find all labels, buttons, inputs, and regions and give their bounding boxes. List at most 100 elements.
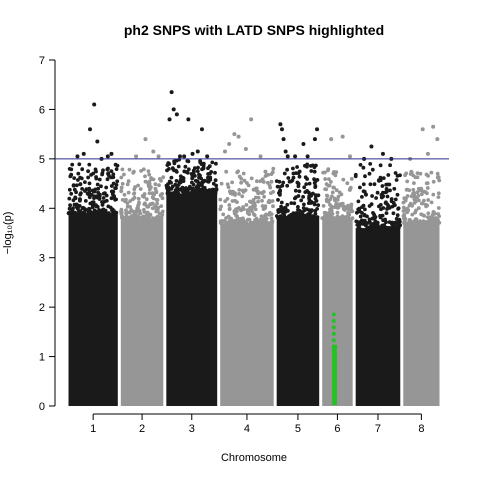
snp-point [114,198,118,202]
snp-point [309,169,313,173]
snp-point [147,169,151,173]
snp-point [381,184,385,188]
snp-point [110,196,114,200]
points-layer [67,158,442,406]
snp-point [115,179,119,183]
highlighted-snp-point [332,313,336,317]
snp-point [358,226,362,230]
snp-point [132,216,136,220]
snp-point [331,191,335,195]
snp-point [252,198,256,202]
snp-point [362,182,366,186]
y-tick-label: 3 [39,253,45,265]
snp-point [331,212,335,216]
snp-point [386,195,390,199]
snp-point [368,172,372,176]
snp-point [78,193,82,197]
highlighted-snp-point [332,325,336,329]
snp-point [147,180,151,184]
snp-point [235,221,239,225]
snp-point [166,161,170,165]
snp-point [437,179,441,183]
significant-snp-point [293,154,297,158]
snp-point [313,216,317,220]
snp-point [362,189,366,193]
chromosome-5-dense-points [277,218,320,406]
snp-point [67,197,71,201]
y-tick-label: 1 [39,352,45,364]
snp-point [346,211,350,215]
snp-point [78,204,82,208]
snp-point [69,168,73,172]
snp-point [256,200,260,204]
snp-point [276,198,280,202]
snp-point [421,202,425,206]
snp-point [313,181,317,185]
snp-point [191,176,195,180]
snp-point [159,194,163,198]
chromosome-7-points [354,162,402,230]
snp-point [385,187,389,191]
snp-point [270,216,274,220]
snp-point [323,177,327,181]
snp-point [436,172,440,176]
chromosome-6-points [320,167,354,220]
snp-point [392,201,396,205]
significant-snp-point [435,137,439,141]
snp-point [329,197,333,201]
snp-point [298,189,302,193]
snp-point [69,173,73,177]
snp-point [298,170,302,174]
significant-snp-point [431,125,435,129]
highlighted-snp-point [332,319,336,323]
snp-point [379,163,383,167]
snp-point [278,215,282,219]
snp-point [271,199,275,203]
x-tick-label: 6 [334,423,340,435]
snp-point [413,191,417,195]
snp-point [425,181,429,185]
snp-point [87,163,91,167]
snp-point [72,198,76,202]
snp-point [138,209,142,213]
snp-point [226,197,230,201]
snp-point [432,221,436,225]
snp-point [424,190,428,194]
snp-point [402,217,406,221]
snp-point [69,211,73,215]
snp-point [104,186,108,190]
snp-point [426,186,430,190]
significant-snp-point [301,142,305,146]
snp-point [373,216,377,220]
snp-point [380,224,384,228]
x-tick-label: 5 [295,423,301,435]
snp-point [157,183,161,187]
significant-points-layer [75,90,439,161]
snp-point [255,179,259,183]
significant-snp-point [286,154,290,158]
snp-point [114,186,118,190]
snp-point [237,192,241,196]
snp-point [96,183,100,187]
snp-point [242,172,246,176]
snp-point [396,193,400,197]
snp-point [411,188,415,192]
snp-point [281,208,285,212]
x-tick-label: 3 [189,423,195,435]
snp-point [315,207,319,211]
snp-point [139,187,143,191]
snp-point [124,211,128,215]
snp-point [86,192,90,196]
snp-point [229,217,233,221]
snp-point [235,200,239,204]
snp-point [302,185,306,189]
snp-point [168,180,172,184]
snp-point [432,180,436,184]
significant-snp-point [205,154,209,158]
snp-point [381,206,385,210]
snp-point [409,220,413,224]
snp-point [262,221,266,225]
snp-point [235,210,239,214]
snp-point [132,192,136,196]
